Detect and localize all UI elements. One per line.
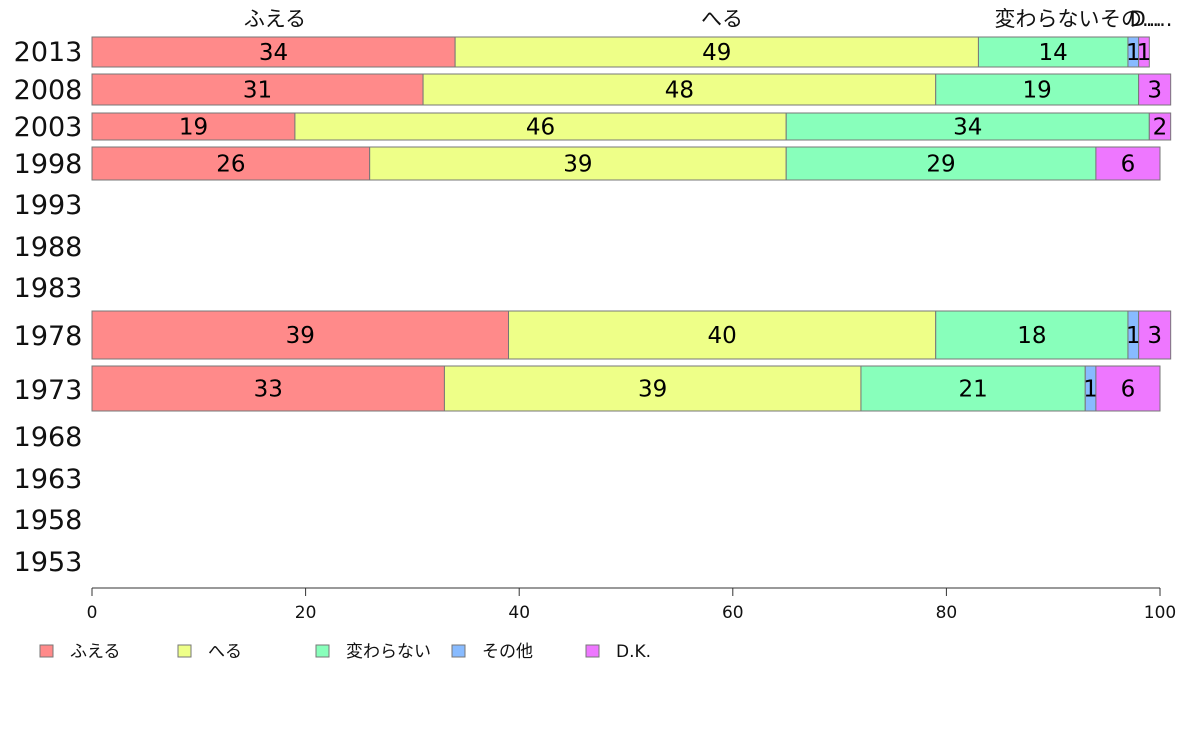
bar-value-label: 1 [1137, 40, 1152, 66]
year-label: 1963 [14, 464, 83, 495]
bar-value-label: 34 [953, 115, 982, 141]
bar-segment [91, 365, 445, 412]
bar-segment [1138, 310, 1172, 360]
bar-segment [508, 310, 937, 360]
year-label: 2013 [14, 37, 83, 68]
top-category-label: D.... [1130, 7, 1173, 31]
bar-segment [1095, 146, 1161, 181]
bar-segment [935, 310, 1129, 360]
bar-value-label: 48 [665, 78, 694, 104]
legend-swatch [315, 644, 330, 658]
bar-value-label: 21 [958, 377, 987, 403]
bar-segment [1095, 365, 1161, 412]
bar-value-label: 49 [702, 40, 731, 66]
bar-value-label: 31 [243, 78, 272, 104]
legend-swatch [39, 644, 54, 658]
bar-value-label: 39 [638, 377, 667, 403]
bar-value-label: 39 [563, 152, 592, 178]
year-label: 1983 [14, 273, 83, 304]
bar-segment [91, 146, 371, 181]
legend-label: その他 [482, 642, 533, 662]
top-category-label: へる [701, 7, 743, 31]
legend-label: へる [208, 642, 242, 662]
bar-value-label: 33 [254, 377, 283, 403]
bar-value-label: 3 [1147, 323, 1162, 349]
legend-label: 変わらない [346, 642, 431, 662]
x-tick-label: 60 [722, 603, 744, 623]
bar-value-label: 1 [1126, 323, 1141, 349]
year-label: 1988 [14, 232, 83, 263]
year-label: 2003 [14, 112, 83, 143]
bar-segment [454, 36, 979, 68]
bar-segment [369, 146, 787, 181]
bar-segment [91, 112, 296, 141]
bar-value-label: 14 [1039, 40, 1068, 66]
year-label: 1968 [14, 422, 83, 453]
bar-segment [443, 365, 862, 412]
year-label: 1973 [14, 375, 83, 406]
bar-segment [294, 112, 787, 141]
bar-segment [935, 73, 1140, 106]
bar-value-label: 40 [707, 323, 736, 349]
top-category-label: その... [1100, 7, 1162, 31]
x-tick-label: 0 [87, 603, 98, 623]
bar-segment [91, 310, 510, 360]
year-label: 1958 [14, 505, 83, 536]
bar-segment [1138, 36, 1150, 68]
top-category-label: ふえる [244, 7, 306, 31]
bar-segment [977, 36, 1129, 68]
bar-value-label: 19 [1023, 78, 1052, 104]
x-tick-label: 20 [295, 603, 317, 623]
bar-value-label: 29 [926, 152, 955, 178]
legend-swatch [585, 644, 600, 658]
bar-segment [785, 146, 1097, 181]
bar-segment [91, 36, 456, 68]
x-tick-label: 80 [936, 603, 958, 623]
bar-value-label: 1 [1126, 40, 1141, 66]
legend-label: ふえる [70, 642, 121, 662]
bar-value-label: 34 [259, 40, 288, 66]
year-label: 1993 [14, 190, 83, 221]
bar-value-label: 39 [286, 323, 315, 349]
bar-value-label: 18 [1017, 323, 1046, 349]
bar-value-label: 3 [1147, 78, 1162, 104]
bar-segment [1148, 112, 1172, 141]
x-tick-label: 40 [508, 603, 530, 623]
x-tick-label: 100 [1144, 603, 1176, 623]
bar-value-label: 2 [1153, 115, 1168, 141]
bar-value-label: 6 [1121, 152, 1136, 178]
year-label: 1998 [14, 149, 83, 180]
legend-swatch [451, 644, 466, 658]
year-label: 1978 [14, 321, 83, 352]
year-label: 1953 [14, 547, 83, 578]
bar-value-label: 26 [216, 152, 245, 178]
legend-label: D.K. [616, 642, 651, 662]
legend-swatch [177, 644, 192, 658]
bar-value-label: 1 [1083, 377, 1098, 403]
year-label: 2008 [14, 75, 83, 106]
top-category-label: 変わらない [995, 7, 1100, 31]
bar-segment [1138, 73, 1172, 106]
bar-value-label: 19 [179, 115, 208, 141]
bar-value-label: 46 [526, 115, 555, 141]
bar-value-label: 6 [1121, 377, 1136, 403]
